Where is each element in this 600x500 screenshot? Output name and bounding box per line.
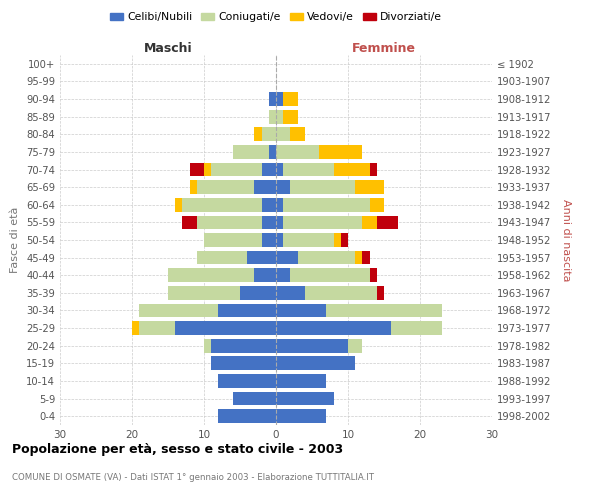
Y-axis label: Fasce di età: Fasce di età xyxy=(10,207,20,273)
Bar xyxy=(132,321,139,335)
Bar xyxy=(276,339,348,352)
Bar xyxy=(276,233,283,247)
Bar xyxy=(276,410,326,423)
Bar xyxy=(334,233,341,247)
Bar xyxy=(182,198,262,211)
Bar xyxy=(175,198,182,211)
Bar xyxy=(175,321,276,335)
Bar xyxy=(283,198,370,211)
Bar xyxy=(283,233,334,247)
Bar xyxy=(269,92,276,106)
Bar xyxy=(218,410,276,423)
Bar xyxy=(276,321,391,335)
Bar xyxy=(218,304,276,318)
Y-axis label: Anni di nascita: Anni di nascita xyxy=(561,198,571,281)
Text: Femmine: Femmine xyxy=(352,42,416,55)
Bar xyxy=(269,145,276,159)
Bar xyxy=(276,180,290,194)
Bar xyxy=(362,250,370,264)
Bar xyxy=(283,162,334,176)
Bar xyxy=(276,145,319,159)
Bar xyxy=(355,180,384,194)
Bar xyxy=(276,92,283,106)
Bar xyxy=(290,128,305,141)
Bar xyxy=(211,356,276,370)
Bar xyxy=(370,162,377,176)
Bar xyxy=(276,392,334,406)
Bar xyxy=(211,339,276,352)
Bar xyxy=(377,286,384,300)
Bar xyxy=(276,128,290,141)
Bar xyxy=(211,162,262,176)
Text: Maschi: Maschi xyxy=(143,42,193,55)
Bar xyxy=(139,304,218,318)
Text: Popolazione per età, sesso e stato civile - 2003: Popolazione per età, sesso e stato civil… xyxy=(12,442,343,456)
Bar xyxy=(276,110,283,124)
Bar xyxy=(305,286,377,300)
Bar xyxy=(233,392,276,406)
Bar xyxy=(190,162,204,176)
Bar xyxy=(139,321,175,335)
Bar xyxy=(341,233,348,247)
Bar xyxy=(240,286,276,300)
Bar xyxy=(362,216,377,230)
Bar xyxy=(254,128,262,141)
Bar xyxy=(254,180,276,194)
Bar xyxy=(276,268,290,282)
Bar xyxy=(218,374,276,388)
Bar xyxy=(276,286,305,300)
Bar xyxy=(283,110,298,124)
Bar xyxy=(370,268,377,282)
Bar xyxy=(290,180,355,194)
Bar xyxy=(355,250,362,264)
Bar xyxy=(290,268,370,282)
Bar xyxy=(276,356,355,370)
Bar xyxy=(283,92,298,106)
Bar xyxy=(269,110,276,124)
Bar xyxy=(262,128,276,141)
Bar xyxy=(190,180,197,194)
Bar xyxy=(298,250,355,264)
Bar xyxy=(204,162,211,176)
Bar xyxy=(334,162,370,176)
Bar xyxy=(276,374,326,388)
Bar xyxy=(276,162,283,176)
Bar xyxy=(182,216,197,230)
Bar xyxy=(283,216,362,230)
Bar xyxy=(276,304,326,318)
Bar xyxy=(197,216,262,230)
Bar xyxy=(276,250,298,264)
Bar xyxy=(262,198,276,211)
Bar xyxy=(233,145,269,159)
Text: COMUNE DI OSMATE (VA) - Dati ISTAT 1° gennaio 2003 - Elaborazione TUTTITALIA.IT: COMUNE DI OSMATE (VA) - Dati ISTAT 1° ge… xyxy=(12,472,374,482)
Bar xyxy=(377,216,398,230)
Bar xyxy=(254,268,276,282)
Bar xyxy=(204,339,211,352)
Bar xyxy=(391,321,442,335)
Bar xyxy=(204,233,262,247)
Bar xyxy=(370,198,384,211)
Bar xyxy=(276,216,283,230)
Bar xyxy=(197,180,254,194)
Bar xyxy=(262,233,276,247)
Bar xyxy=(276,198,283,211)
Legend: Celibi/Nubili, Coniugati/e, Vedovi/e, Divorziati/e: Celibi/Nubili, Coniugati/e, Vedovi/e, Di… xyxy=(106,8,446,26)
Bar xyxy=(197,250,247,264)
Bar xyxy=(326,304,442,318)
Bar xyxy=(262,216,276,230)
Bar xyxy=(168,268,254,282)
Bar xyxy=(168,286,240,300)
Bar xyxy=(262,162,276,176)
Bar xyxy=(319,145,362,159)
Bar xyxy=(247,250,276,264)
Bar xyxy=(348,339,362,352)
